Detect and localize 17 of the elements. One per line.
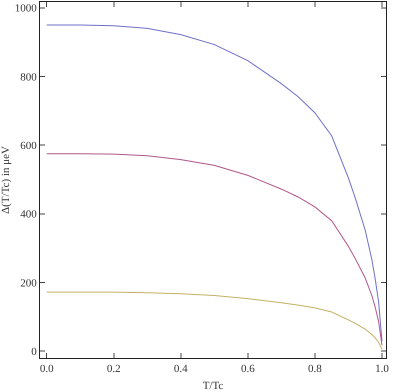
x-tick-label: 0.0	[40, 363, 54, 376]
line-series	[46, 292, 382, 350]
x-tick-label: 0.2	[106, 363, 121, 376]
y-tick-label: 400	[20, 208, 38, 221]
line-series	[46, 153, 382, 346]
y-tick-label: 200	[20, 277, 38, 290]
x-tick-label: 1.0	[375, 363, 390, 376]
y-tick-label: 600	[20, 140, 38, 152]
line-series	[46, 24, 382, 342]
y-tick-label: 1000	[14, 2, 38, 15]
x-tick-label: 0.8	[308, 363, 322, 376]
y-axis-title: Δ(T/Tc) in μeV	[0, 146, 12, 214]
y-tick-label: 0	[31, 346, 38, 358]
x-tick-label: 0.6	[240, 363, 256, 376]
y-tick-label: 800	[20, 71, 38, 84]
x-axis-title: T/Tc	[202, 380, 224, 392]
x-tick-label: 0.4	[174, 363, 188, 376]
